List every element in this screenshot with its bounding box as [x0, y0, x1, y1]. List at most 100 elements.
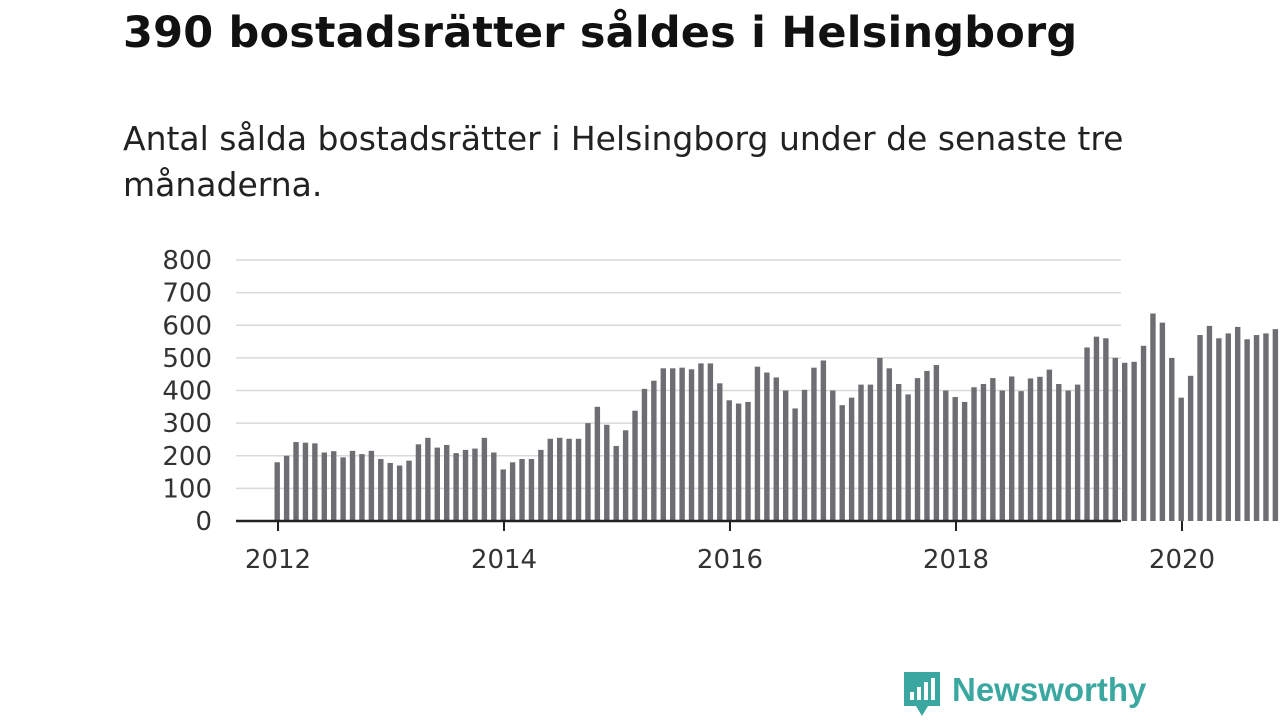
x-tick-label: 2012	[245, 545, 311, 575]
bar	[1084, 347, 1090, 521]
y-tick-label: 800	[162, 246, 212, 276]
bar	[971, 387, 977, 521]
bar	[547, 438, 553, 521]
bar	[924, 370, 930, 521]
bar	[396, 465, 403, 521]
bar	[1065, 390, 1071, 521]
y-tick-label: 700	[162, 279, 212, 309]
x-tick-label: 2014	[471, 545, 537, 575]
bar	[1131, 361, 1137, 521]
bar	[905, 394, 911, 521]
y-tick-label: 600	[162, 311, 212, 341]
bar	[387, 462, 393, 521]
bar	[472, 448, 478, 521]
bar	[679, 367, 685, 521]
bar	[425, 437, 431, 521]
bar	[670, 368, 676, 521]
bar	[726, 400, 732, 521]
bar	[509, 462, 516, 521]
bar	[575, 438, 582, 521]
bar	[453, 453, 459, 521]
bar	[896, 383, 902, 521]
bar	[811, 367, 817, 521]
bar	[1122, 362, 1128, 521]
bar	[1272, 329, 1279, 521]
bar	[519, 459, 525, 521]
bar	[293, 442, 299, 521]
bar	[698, 363, 704, 521]
bar	[321, 452, 327, 521]
bar	[1169, 357, 1175, 522]
x-tick-label: 2020	[1149, 545, 1215, 575]
bar	[528, 459, 535, 521]
bar	[500, 469, 506, 521]
bar	[1018, 391, 1024, 521]
newsworthy-logo[interactable]: Newsworthy	[902, 670, 1146, 720]
bar	[1216, 338, 1222, 521]
y-tick-label: 300	[162, 409, 212, 439]
bar	[943, 390, 949, 521]
bar	[331, 451, 337, 521]
bar	[566, 438, 572, 521]
bar	[406, 460, 412, 521]
bar	[1150, 313, 1156, 521]
bar	[1206, 325, 1213, 521]
bar	[1187, 375, 1194, 521]
bar	[1159, 322, 1166, 521]
bar	[274, 462, 280, 521]
x-tick-label: 2018	[923, 545, 989, 575]
x-tick-label: 2016	[697, 545, 763, 575]
bar	[820, 360, 827, 521]
bar	[830, 390, 836, 521]
chart-subtitle: Antal sålda bostadsrätter i Helsingborg …	[123, 119, 1124, 204]
bar	[359, 454, 365, 521]
bar	[340, 457, 346, 521]
bar	[839, 405, 845, 521]
bar	[1235, 326, 1241, 521]
bars	[274, 313, 1279, 522]
bar	[1263, 333, 1269, 521]
bar	[914, 378, 921, 521]
x-axis-ticks: 20122014201620182020202220242026	[245, 521, 1215, 575]
bar	[378, 459, 384, 521]
bar	[783, 390, 789, 521]
bar	[444, 444, 450, 521]
bar	[858, 384, 864, 521]
bar	[594, 406, 601, 521]
y-tick-label: 500	[162, 344, 212, 374]
bar	[688, 369, 695, 521]
bar	[613, 445, 619, 521]
bar	[1046, 369, 1053, 521]
bar	[877, 357, 883, 522]
bar	[1140, 345, 1147, 521]
newsworthy-logo-icon	[904, 672, 940, 716]
bar	[745, 401, 751, 521]
bar	[999, 390, 1005, 521]
bar	[1103, 338, 1109, 521]
bar	[867, 384, 874, 521]
bar	[764, 372, 770, 521]
bar	[283, 455, 290, 521]
bar	[1009, 376, 1015, 521]
bar	[1112, 357, 1118, 522]
bar	[961, 401, 968, 521]
bar	[557, 437, 563, 521]
bar	[415, 444, 422, 521]
chart-headline: 390 bostadsrätter såldes i Helsingborg	[123, 8, 1078, 58]
bar	[1178, 397, 1184, 521]
bar	[1197, 335, 1203, 521]
bar	[1244, 339, 1250, 521]
bar	[1056, 383, 1062, 521]
bar	[952, 397, 958, 521]
bar	[754, 366, 761, 521]
bar	[622, 430, 629, 521]
bar	[1225, 333, 1231, 521]
bar	[481, 437, 488, 521]
bar	[368, 450, 375, 521]
bar	[801, 389, 808, 521]
bar	[585, 423, 591, 522]
bar	[773, 377, 779, 521]
bar	[886, 368, 892, 521]
brand-name: Newsworthy	[952, 671, 1147, 708]
